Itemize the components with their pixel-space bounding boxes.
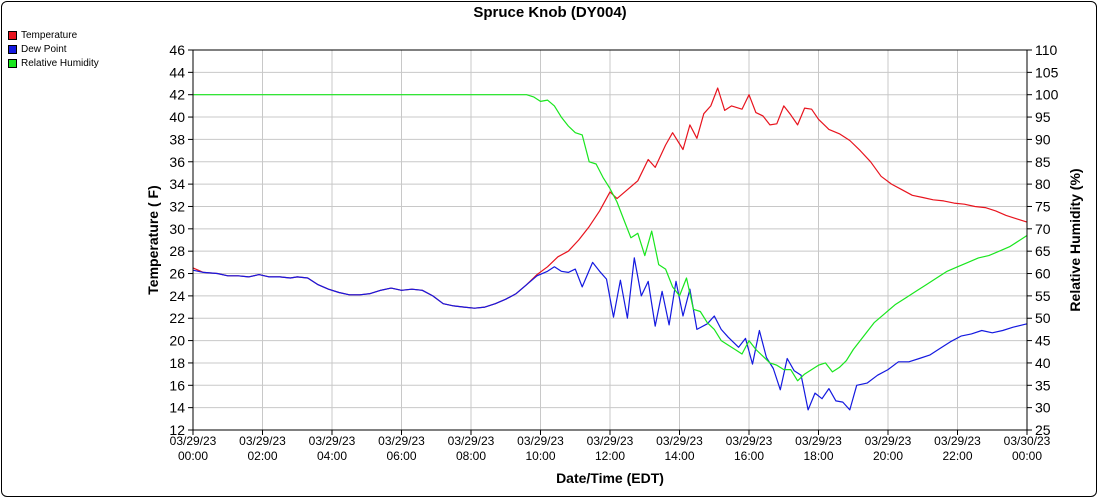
relative-humidity-series-line <box>193 94 1028 382</box>
chart-title: Spruce Knob (DY004) <box>473 4 627 21</box>
x-tick-label-date: 03/29/23 <box>448 434 495 448</box>
x-tick-label-time: 00:00 <box>178 449 208 463</box>
series-layer <box>192 87 1028 411</box>
y2-tick-label: 50 <box>1035 310 1051 326</box>
y2-tick-label: 40 <box>1035 355 1051 371</box>
x-tick-label-time: 02:00 <box>247 449 277 463</box>
x-tick-label-time: 10:00 <box>525 449 555 463</box>
x-tick-label-date: 03/30/23 <box>1004 434 1051 448</box>
y2-tick-label: 65 <box>1035 243 1051 259</box>
y-tick-label: 16 <box>169 377 185 393</box>
x-axis-label: Date/Time (EDT) <box>556 470 664 486</box>
x-tick-label-date: 03/29/23 <box>587 434 634 448</box>
y2-tick-label: 55 <box>1035 288 1051 304</box>
y-tick-label: 32 <box>169 198 185 214</box>
dew-point-series-line <box>192 257 1028 411</box>
y2-tick-label: 85 <box>1035 154 1051 170</box>
y2-tick-label: 95 <box>1035 109 1051 125</box>
legend-label-temperature: Temperature <box>21 29 78 41</box>
y-tick-label: 22 <box>169 310 185 326</box>
y2-tick-label: 110 <box>1035 42 1058 58</box>
x-tick-label-date: 03/29/23 <box>726 434 773 448</box>
x-tick-label-time: 08:00 <box>456 449 486 463</box>
y-tick-label: 20 <box>169 333 185 349</box>
legend: Temperature Dew Point Relative Humidity <box>8 28 99 70</box>
x-tick-label-date: 03/29/23 <box>934 434 981 448</box>
x-tick-label-time: 12:00 <box>595 449 625 463</box>
y-tick-label: 40 <box>169 109 185 125</box>
y-tick-label: 44 <box>169 64 185 80</box>
legend-swatch-dew-point <box>8 44 17 54</box>
x-tick-label-time: 22:00 <box>942 449 972 463</box>
y2-tick-label: 100 <box>1035 87 1059 103</box>
legend-swatch-relative-humidity <box>8 58 17 68</box>
y-axis-label: Temperature ( F) <box>145 185 161 294</box>
y-tick-label: 36 <box>169 154 185 170</box>
legend-item-temperature: Temperature <box>8 28 99 42</box>
x-tick-label-date: 03/29/23 <box>656 434 703 448</box>
x-tick-label-date: 03/29/23 <box>865 434 912 448</box>
y2-tick-label: 25 <box>1035 422 1051 438</box>
y-tick-label: 12 <box>169 422 185 438</box>
y2-tick-label: 35 <box>1035 377 1051 393</box>
legend-item-dew-point: Dew Point <box>8 42 99 56</box>
y2-tick-label: 45 <box>1035 333 1051 349</box>
y-tick-label: 38 <box>169 131 185 147</box>
y-tick-label: 24 <box>169 288 185 304</box>
x-tick-label-time: 04:00 <box>317 449 347 463</box>
y-tick-label: 46 <box>169 42 185 58</box>
y2-tick-label: 80 <box>1035 176 1051 192</box>
x-tick-label-time: 18:00 <box>803 449 833 463</box>
x-tick-label-date: 03/29/23 <box>378 434 425 448</box>
axes: 12 14 16 18 20 22 24 26 28 30 32 34 36 38 40 42 44 46 25 30… <box>169 42 1058 463</box>
y2-tick-label: 30 <box>1035 400 1051 416</box>
x-tick-label-date: 03/29/23 <box>517 434 564 448</box>
legend-label-relative-humidity: Relative Humidity <box>21 57 99 69</box>
x-tick-label-time: 14:00 <box>664 449 694 463</box>
y-tick-label: 34 <box>169 176 185 192</box>
legend-item-relative-humidity: Relative Humidity <box>8 56 99 70</box>
legend-label-dew-point: Dew Point <box>21 43 67 55</box>
y2-axis-label: Relative Humidity (%) <box>1067 168 1083 311</box>
y2-tick-label: 75 <box>1035 198 1051 214</box>
y-tick-label: 28 <box>169 243 185 259</box>
y-tick-label: 30 <box>169 221 185 237</box>
y2-tick-label: 60 <box>1035 266 1051 282</box>
y2-tick-label: 70 <box>1035 221 1051 237</box>
y-tick-label: 42 <box>169 87 185 103</box>
legend-swatch-temperature <box>8 30 17 40</box>
x-tick-label-time: 00:00 <box>1012 449 1042 463</box>
x-tick-label-time: 06:00 <box>386 449 416 463</box>
y-tick-label: 18 <box>169 355 185 371</box>
y2-tick-label: 90 <box>1035 131 1051 147</box>
x-tick-label-time: 16:00 <box>734 449 764 463</box>
x-tick-label-date: 03/29/23 <box>795 434 842 448</box>
y2-tick-label: 105 <box>1035 64 1059 80</box>
x-tick-label-date: 03/29/23 <box>309 434 356 448</box>
y-tick-label: 14 <box>169 400 185 416</box>
x-tick-label-time: 20:00 <box>873 449 903 463</box>
grid <box>192 49 1028 431</box>
y-tick-label: 26 <box>169 266 185 282</box>
x-tick-label-date: 03/29/23 <box>170 434 217 448</box>
x-tick-label-date: 03/29/23 <box>239 434 286 448</box>
